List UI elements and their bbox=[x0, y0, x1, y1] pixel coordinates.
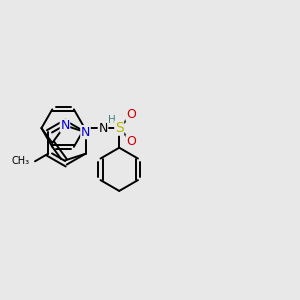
Text: N: N bbox=[81, 126, 90, 139]
Text: H: H bbox=[108, 115, 115, 125]
Text: S: S bbox=[115, 121, 124, 135]
Text: O: O bbox=[126, 108, 136, 121]
Text: N: N bbox=[98, 122, 108, 135]
Text: CH₃: CH₃ bbox=[11, 156, 30, 166]
Text: O: O bbox=[126, 135, 136, 148]
Text: N: N bbox=[60, 119, 70, 132]
